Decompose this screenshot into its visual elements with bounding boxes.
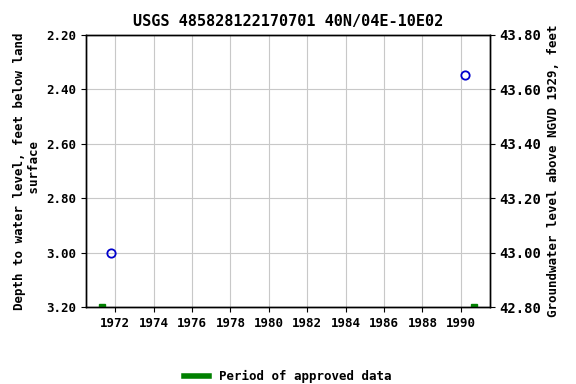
Title: USGS 485828122170701 40N/04E-10E02: USGS 485828122170701 40N/04E-10E02 bbox=[133, 14, 443, 29]
Y-axis label: Groundwater level above NGVD 1929, feet: Groundwater level above NGVD 1929, feet bbox=[547, 25, 560, 317]
Legend: Period of approved data: Period of approved data bbox=[179, 365, 397, 384]
Y-axis label: Depth to water level, feet below land
 surface: Depth to water level, feet below land su… bbox=[13, 32, 41, 310]
